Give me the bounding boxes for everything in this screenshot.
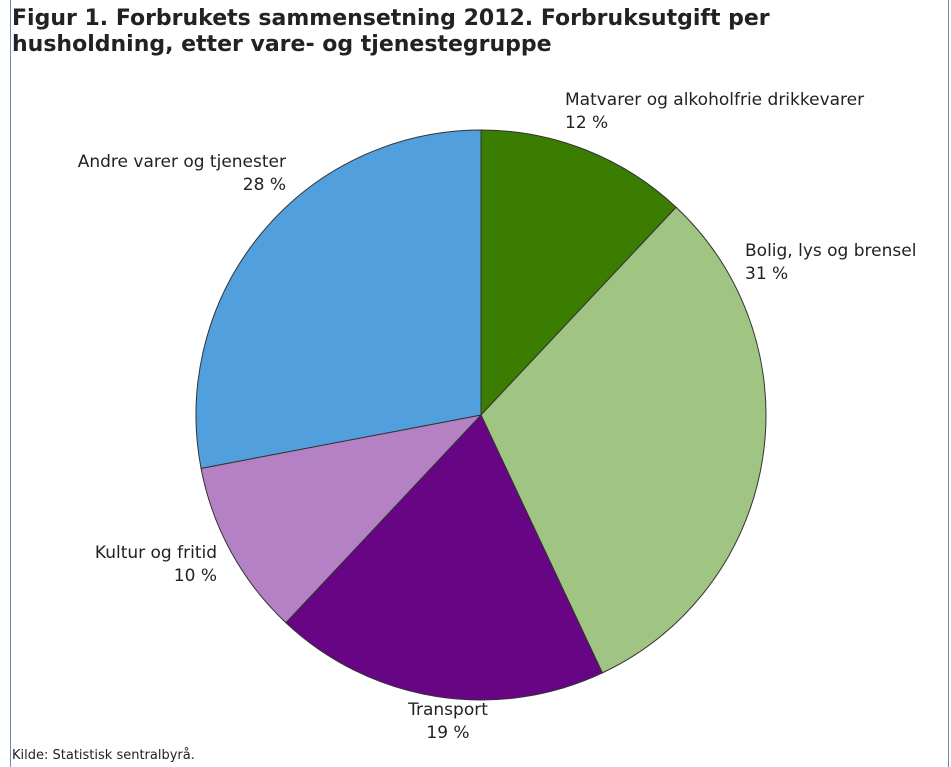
slice-label: Matvarer og alkoholfrie drikkevarer: [565, 90, 864, 110]
slice-label: Kultur og fritid: [95, 543, 217, 563]
value-label: 31 %: [745, 264, 788, 284]
slice-label: Transport: [407, 700, 488, 720]
pie-slice: [480, 206, 767, 674]
pie-slice: [480, 129, 677, 417]
value-label: 28 %: [243, 175, 286, 195]
value-label: 12 %: [565, 113, 608, 133]
source: Kilde: Statistisk sentralbyrå.: [12, 748, 195, 763]
pie-slice: [285, 414, 604, 701]
pie-slice: [195, 129, 482, 469]
pie-slice: [200, 414, 483, 624]
chart-title: Figur 1. Forbrukets sammensetning 2012. …: [12, 6, 770, 57]
value-label: 10 %: [174, 566, 217, 586]
value-label: 19 %: [426, 723, 469, 743]
slice-label: Bolig, lys og brensel: [745, 241, 916, 261]
slice-label: Andre varer og tjenester: [78, 152, 286, 172]
frame: [10, 0, 949, 767]
